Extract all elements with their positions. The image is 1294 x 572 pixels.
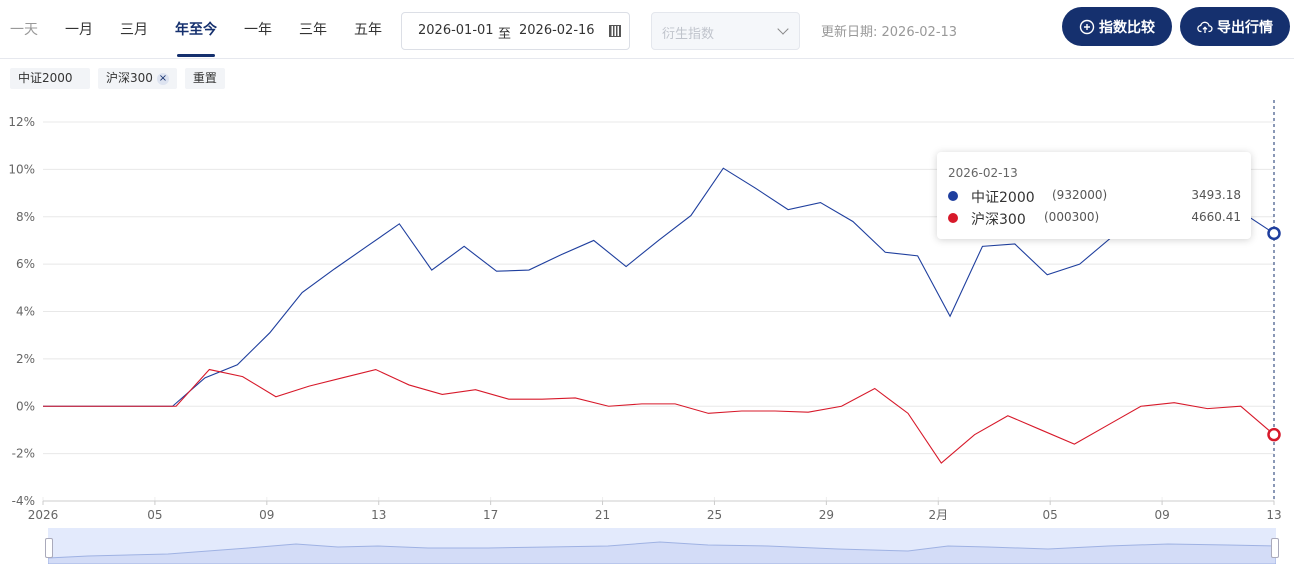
y-tick-label: -4% bbox=[12, 494, 35, 508]
tooltip-value: 4660.41 bbox=[1191, 210, 1241, 224]
series-line-1 bbox=[43, 167, 1275, 407]
x-tick-label: 29 bbox=[819, 508, 834, 522]
tooltip-name: 中证2000 bbox=[971, 190, 1035, 206]
series-dot-icon bbox=[948, 191, 958, 201]
date-end[interactable]: 2026-02-16 bbox=[519, 23, 595, 38]
range-tab-ytd[interactable]: 年至今 bbox=[175, 0, 217, 58]
tooltip-row-csi2000: 中证2000 (932000) 3493.18 bbox=[948, 187, 1241, 206]
range-tab-1y[interactable]: 一年 bbox=[244, 22, 272, 38]
range-tab-3m[interactable]: 三月 bbox=[120, 22, 148, 38]
x-tick-label: 2026 bbox=[28, 508, 59, 522]
derivative-index-select[interactable]: 衍生指数 bbox=[651, 12, 800, 50]
zoom-handle-right[interactable] bbox=[1271, 538, 1279, 558]
series-end-marker-2 bbox=[1267, 427, 1281, 442]
chart-markers bbox=[1267, 226, 1281, 442]
date-range-picker[interactable]: 2026-01-01 至 2026-02-16 bbox=[401, 12, 630, 50]
tooltip-name: 沪深300 bbox=[971, 212, 1026, 228]
zoom-slider[interactable] bbox=[45, 528, 1279, 565]
reset-button[interactable]: 重置 bbox=[184, 68, 225, 89]
x-tick-label: 13 bbox=[371, 508, 386, 522]
tag-csi2000-label: 中证2000 bbox=[18, 71, 73, 85]
tooltip-code: (000300) bbox=[1044, 210, 1100, 224]
x-tick-label: 05 bbox=[147, 508, 162, 522]
y-tick-label: 0% bbox=[16, 399, 35, 413]
x-tick-label: 09 bbox=[259, 508, 274, 522]
y-tick-label: 2% bbox=[16, 352, 35, 366]
tooltip-date: 2026-02-13 bbox=[948, 166, 1018, 180]
cloud-upload-icon bbox=[1197, 21, 1213, 33]
export-button-label: 导出行情 bbox=[1217, 19, 1273, 36]
y-tick-label: -2% bbox=[12, 447, 35, 461]
top-toolbar: 一天 一月 三月 年至今 一年 三年 五年 2026-01-01 至 2026-… bbox=[0, 0, 1294, 59]
reset-button-label: 重置 bbox=[192, 71, 217, 85]
zoom-slider-preview bbox=[47, 541, 1277, 565]
date-separator: 至 bbox=[498, 27, 512, 42]
compare-button-label: 指数比较 bbox=[1099, 19, 1155, 36]
series-line-2 bbox=[43, 368, 1275, 464]
y-tick-label: 12% bbox=[8, 115, 35, 129]
x-tick-label: 13 bbox=[1266, 508, 1281, 522]
range-tabs: 一天 一月 三月 年至今 一年 三年 五年 bbox=[10, 0, 409, 58]
selected-index-tags: 中证2000 沪深300 × 重置 bbox=[10, 68, 233, 89]
x-tick-label: 05 bbox=[1043, 508, 1058, 522]
zoom-handle-left[interactable] bbox=[45, 538, 53, 558]
x-tick-label: 21 bbox=[595, 508, 610, 522]
y-tick-label: 8% bbox=[16, 210, 35, 224]
date-start[interactable]: 2026-01-01 bbox=[418, 23, 494, 38]
x-tick-label: 09 bbox=[1154, 508, 1169, 522]
update-date: 更新日期: 2026-02-13 bbox=[821, 25, 958, 40]
y-tick-label: 6% bbox=[16, 257, 35, 271]
x-tick-label: 25 bbox=[707, 508, 722, 522]
tag-csi2000[interactable]: 中证2000 bbox=[10, 68, 90, 89]
calendar-icon[interactable] bbox=[609, 25, 621, 37]
derivative-index-placeholder: 衍生指数 bbox=[662, 27, 715, 42]
series-dot-icon bbox=[948, 213, 958, 223]
plus-circle-icon bbox=[1079, 19, 1095, 34]
tag-csi300-label: 沪深300 bbox=[106, 71, 153, 85]
tooltip-code: (932000) bbox=[1052, 188, 1108, 202]
compare-button[interactable]: 指数比较 bbox=[1062, 7, 1172, 46]
x-tick-label: 2月 bbox=[928, 508, 948, 522]
chevron-down-icon bbox=[777, 23, 789, 35]
chart-tooltip: 2026-02-13 中证2000 (932000) 3493.18 沪深300… bbox=[937, 152, 1251, 239]
tag-csi300[interactable]: 沪深300 × bbox=[98, 68, 177, 89]
range-tab-5y[interactable]: 五年 bbox=[354, 22, 382, 38]
range-tab-1m[interactable]: 一月 bbox=[65, 22, 93, 38]
x-axis: 2026 05 09 13 17 21 25 29 2月 05 09 13 bbox=[28, 500, 1282, 522]
chart-series bbox=[43, 167, 1275, 464]
tooltip-value: 3493.18 bbox=[1191, 188, 1241, 202]
y-tick-label: 10% bbox=[8, 162, 35, 176]
y-tick-label: 4% bbox=[16, 305, 35, 319]
index-line-chart[interactable]: 12%10%8%6%4%2%0%-2%-4% 2026 05 09 13 17 21 25 2… bbox=[0, 100, 1294, 530]
y-axis: 12% 10% 8% 6% 4% 2% 0% -2% -4% bbox=[8, 115, 35, 508]
series-end-marker-1 bbox=[1267, 226, 1281, 241]
range-tab-3y[interactable]: 三年 bbox=[299, 22, 327, 38]
range-tab-1d[interactable]: 一天 bbox=[10, 22, 38, 38]
tooltip-row-csi300: 沪深300 (000300) 4660.41 bbox=[948, 209, 1241, 228]
x-tick-label: 17 bbox=[483, 508, 498, 522]
close-icon[interactable]: × bbox=[156, 72, 169, 85]
export-button[interactable]: 导出行情 bbox=[1180, 7, 1290, 46]
